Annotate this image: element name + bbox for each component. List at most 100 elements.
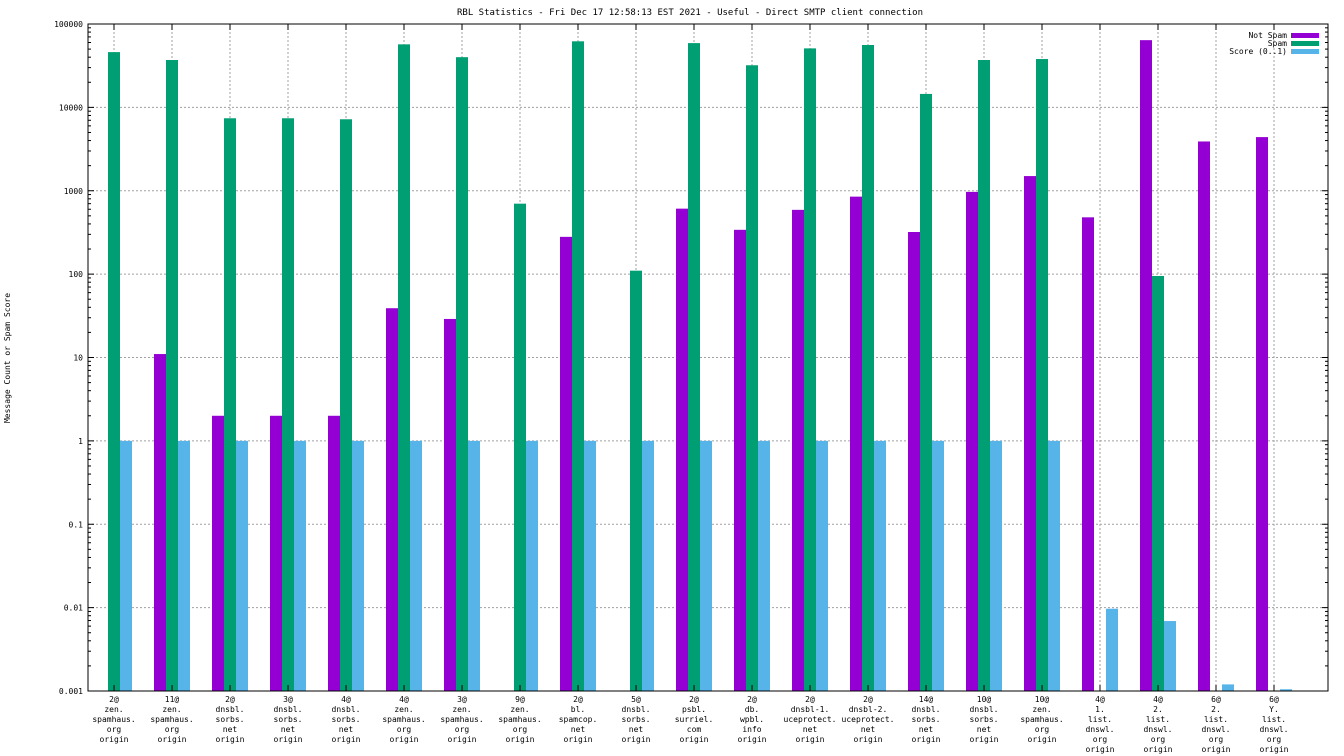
x-tick-label-line: zen. <box>162 705 181 714</box>
x-tick-label-line: net <box>339 725 354 734</box>
x-tick-label-line: zen. <box>510 705 529 714</box>
x-tick-label-line: org <box>455 725 470 734</box>
x-tick-label-line: spamhaus. <box>382 715 425 724</box>
bar-not-spam <box>1256 137 1268 692</box>
y-tick-label: 1 <box>78 437 83 446</box>
x-tick-label-line: 2@ <box>689 695 699 704</box>
bar-score <box>584 440 596 691</box>
x-tick-label-line: origin <box>1202 745 1231 754</box>
x-tick-label-line: uceprotect. <box>842 715 895 724</box>
x-tick-label-line: origin <box>1260 745 1289 754</box>
bar-spam <box>920 93 932 691</box>
bar-spam <box>340 119 352 692</box>
bar-spam <box>398 44 410 691</box>
chart-title: RBL Statistics - Fri Dec 17 12:58:13 EST… <box>457 8 923 18</box>
x-tick-label-line: list. <box>1088 715 1112 724</box>
bar-not-spam <box>850 196 862 691</box>
legend-label-score: Score (0..1) <box>1229 47 1287 56</box>
x-tick-label-line: spamhaus. <box>440 715 483 724</box>
x-tick-label-line: zen. <box>452 705 471 714</box>
x-tick-label-line: psbl. <box>682 705 706 714</box>
x-tick-label-line: dnsbl-2. <box>849 705 888 714</box>
bar-not-spam <box>676 208 688 691</box>
x-tick-label-line: org <box>1209 735 1224 744</box>
bar-score <box>758 440 770 691</box>
x-tick-label-line: org <box>1035 725 1050 734</box>
bar-not-spam <box>1024 176 1036 692</box>
x-tick-label-line: sorbs. <box>622 715 651 724</box>
x-tick-label-line: net <box>977 725 992 734</box>
x-tick-label-line: zen. <box>394 705 413 714</box>
x-tick-label-line: origin <box>158 735 187 744</box>
x-tick-label-line: 6@ <box>1269 695 1279 704</box>
bar-spam <box>514 203 526 691</box>
bar-spam <box>688 43 700 691</box>
x-tick-label-line: zen. <box>1032 705 1051 714</box>
x-tick-label-line: origin <box>738 735 767 744</box>
bar-score <box>1164 621 1176 691</box>
x-tick-label-line: dnsbl-1. <box>791 705 830 714</box>
y-tick-label: 0.001 <box>59 687 83 696</box>
x-tick-label-line: org <box>165 725 180 734</box>
x-tick-label-line: origin <box>274 735 303 744</box>
x-tick-label-line: origin <box>216 735 245 744</box>
bar-score <box>700 440 712 691</box>
bar-spam <box>746 65 758 691</box>
y-tick-label: 0.1 <box>69 520 84 529</box>
x-tick-label-line: 2@ <box>805 695 815 704</box>
x-tick-label-line: db. <box>745 705 759 714</box>
x-tick-label-line: Y. <box>1269 705 1279 714</box>
x-tick-label-line: net <box>571 725 586 734</box>
x-tick-label-line: origin <box>564 735 593 744</box>
x-tick-label-line: origin <box>970 735 999 744</box>
y-tick-labels: 0.001 0.01 0.1 1 10 100 1000 10000 100000 <box>54 20 83 696</box>
bar-not-spam <box>212 415 224 691</box>
x-tick-label-line: bl. <box>571 705 585 714</box>
x-tick-label-line: info <box>742 725 761 734</box>
bar-score <box>642 440 654 691</box>
bar-score <box>1106 608 1118 691</box>
x-tick-label-line: zen. <box>104 705 123 714</box>
bar-score <box>120 440 132 691</box>
x-tick-label-line: 9@ <box>515 695 525 704</box>
axis-ticks <box>88 23 1328 692</box>
y-tick-label: 100000 <box>54 20 83 29</box>
x-tick-label-line: org <box>107 725 122 734</box>
x-tick-label-line: dnsbl. <box>216 705 245 714</box>
bar-not-spam <box>154 354 166 691</box>
bar-score <box>236 440 248 691</box>
bar-not-spam <box>734 229 746 692</box>
x-tick-label-line: net <box>281 725 296 734</box>
y-tick-label: 10 <box>73 354 83 363</box>
x-tick-label-line: surriel. <box>675 715 714 724</box>
bar-score <box>526 440 538 691</box>
x-tick-label-line: origin <box>854 735 883 744</box>
legend-label-not-spam: Not Spam <box>1248 31 1287 40</box>
x-tick-label-line: net <box>629 725 644 734</box>
x-tick-labels: 2@zen.spamhaus.orgorigin11@zen.spamhaus.… <box>92 695 1288 754</box>
x-tick-label-line: 10@ <box>1035 695 1050 704</box>
x-tick-label-line: sorbs. <box>274 715 303 724</box>
bar-score <box>932 440 944 691</box>
x-tick-label-line: 11@ <box>165 695 180 704</box>
bar-not-spam <box>444 318 456 691</box>
x-tick-label-line: org <box>513 725 528 734</box>
x-tick-label-line: org <box>1093 735 1108 744</box>
bar-spam <box>804 48 816 691</box>
y-tick-label: 0.01 <box>64 604 83 613</box>
bar-spam <box>166 60 178 692</box>
x-tick-label-line: dnswl. <box>1202 725 1231 734</box>
bar-not-spam <box>908 232 920 691</box>
x-tick-label-line: origin <box>912 735 941 744</box>
x-tick-label-line: 4@ <box>1095 695 1105 704</box>
y-tick-label: 1000 <box>64 187 83 196</box>
x-tick-label-line: 2@ <box>109 695 119 704</box>
